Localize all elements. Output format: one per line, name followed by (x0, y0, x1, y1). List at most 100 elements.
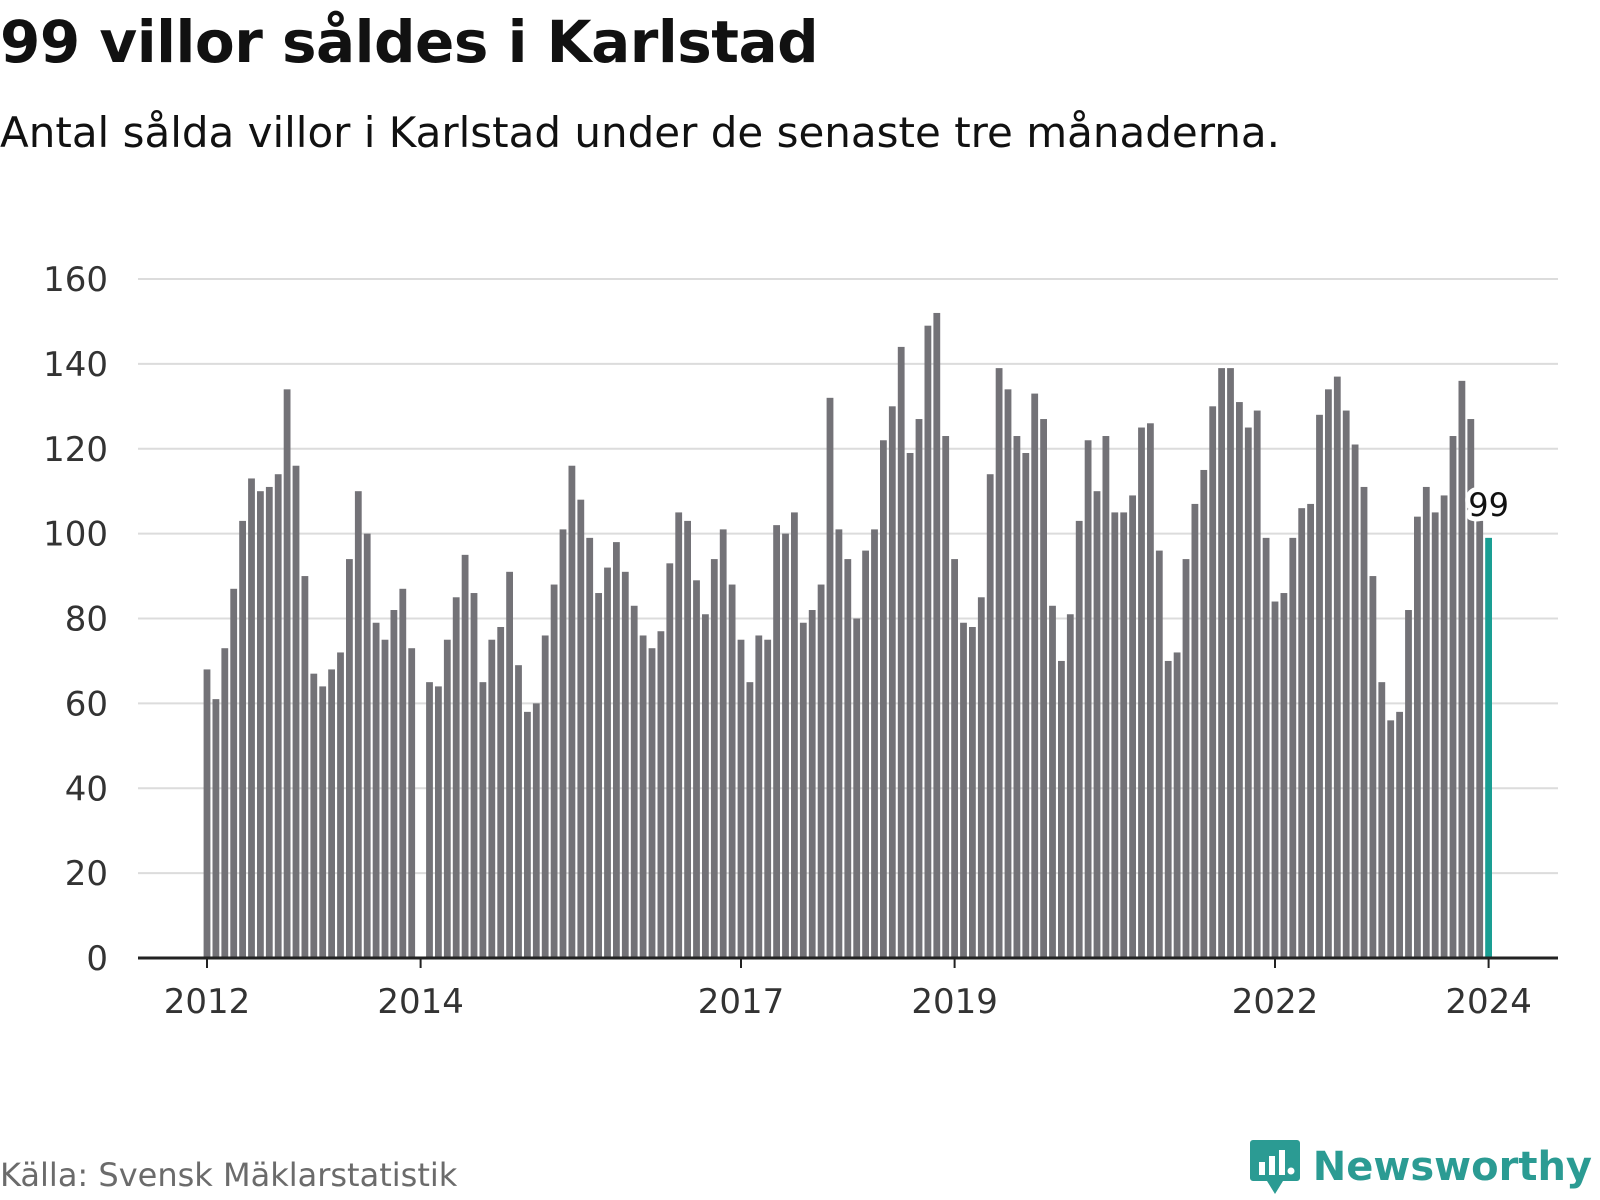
bar (239, 520, 246, 958)
chart-subtitle: Antal sålda villor i Karlstad under de s… (0, 108, 1280, 157)
bar (488, 639, 496, 958)
bar (1191, 503, 1199, 958)
bar (1004, 389, 1012, 958)
bar (675, 512, 683, 958)
bar (880, 440, 887, 958)
bar (630, 605, 638, 958)
bar (986, 474, 994, 958)
bar (924, 325, 932, 958)
bar (1111, 512, 1119, 958)
x-axis: 2012 2014 2017 2019 2022 2024 (138, 956, 1558, 1022)
bar (942, 436, 950, 958)
bar (995, 368, 1003, 958)
bar (1369, 576, 1377, 958)
newsworthy-logo: Newsworthy (1249, 1138, 1592, 1196)
bar (559, 529, 567, 958)
bar (888, 406, 896, 958)
bar (443, 639, 451, 958)
y-tick-label: 120 (43, 430, 108, 470)
bar (621, 571, 629, 958)
bar (1075, 520, 1083, 958)
bar (497, 626, 505, 958)
bar (719, 529, 727, 958)
bar (301, 576, 309, 958)
bar (1155, 550, 1163, 958)
chart-title: 99 villor såldes i Karlstad (0, 8, 819, 76)
y-tick-label: 0 (86, 939, 108, 979)
bar (292, 465, 300, 958)
y-tick-label: 20 (65, 854, 108, 894)
bar (1431, 512, 1439, 958)
y-tick-label: 100 (43, 515, 108, 555)
bar (1458, 380, 1466, 959)
bar (506, 571, 513, 958)
bar (639, 635, 647, 958)
bar (1342, 410, 1350, 958)
bar (906, 452, 914, 958)
bar (515, 665, 522, 958)
bar (1440, 495, 1448, 958)
highlight-value-label: 99 (1468, 486, 1509, 524)
bar (933, 312, 941, 958)
y-tick-label: 60 (65, 684, 108, 724)
bar (844, 559, 852, 958)
bar (764, 639, 772, 958)
bar (479, 682, 487, 958)
bar (248, 478, 255, 958)
x-tick-label: 2014 (377, 982, 464, 1022)
newsworthy-wordmark: Newsworthy (1312, 1144, 1592, 1190)
bar (1164, 660, 1172, 958)
bar (1147, 423, 1154, 959)
bar (1262, 537, 1270, 958)
bar (897, 346, 905, 958)
bar (657, 631, 665, 958)
bar (1084, 440, 1092, 958)
bar (613, 542, 620, 958)
bar (1333, 376, 1341, 958)
bar (1040, 419, 1047, 958)
x-tick-label: 2022 (1232, 982, 1319, 1022)
bar (1253, 410, 1261, 958)
y-axis-labels: 0 20 40 60 80 100 120 140 160 (43, 260, 108, 979)
bar (737, 639, 745, 958)
bar (1298, 508, 1306, 958)
bar (337, 652, 344, 958)
y-tick-label: 80 (65, 600, 108, 640)
bar (461, 554, 469, 958)
bar (1236, 402, 1243, 959)
bar (666, 563, 674, 958)
bar (799, 622, 807, 958)
bar (1049, 605, 1056, 958)
bar (960, 622, 967, 958)
bar (1378, 682, 1386, 958)
bar (1280, 593, 1288, 958)
bar (390, 610, 398, 958)
bar (319, 686, 327, 958)
bar (1244, 427, 1252, 958)
bar (791, 512, 798, 958)
bar (862, 550, 869, 958)
bar (693, 580, 700, 958)
bar (782, 533, 789, 958)
bar (817, 584, 825, 958)
bar (452, 597, 460, 958)
highlighted-bar (1485, 537, 1492, 958)
bar (310, 673, 318, 958)
bar (604, 567, 611, 958)
bar (426, 682, 433, 958)
x-tick-label: 2024 (1445, 982, 1532, 1022)
bar (346, 559, 353, 958)
bar (728, 584, 736, 958)
bar (1058, 660, 1065, 958)
bar (372, 622, 380, 958)
bar (1013, 436, 1021, 958)
bar (1227, 368, 1234, 958)
bar (435, 686, 442, 958)
bar (408, 648, 416, 958)
bar (1360, 486, 1368, 958)
bar (808, 610, 816, 958)
bar (951, 559, 958, 958)
bar (354, 491, 362, 958)
bar (684, 520, 691, 958)
bar (1476, 520, 1484, 958)
